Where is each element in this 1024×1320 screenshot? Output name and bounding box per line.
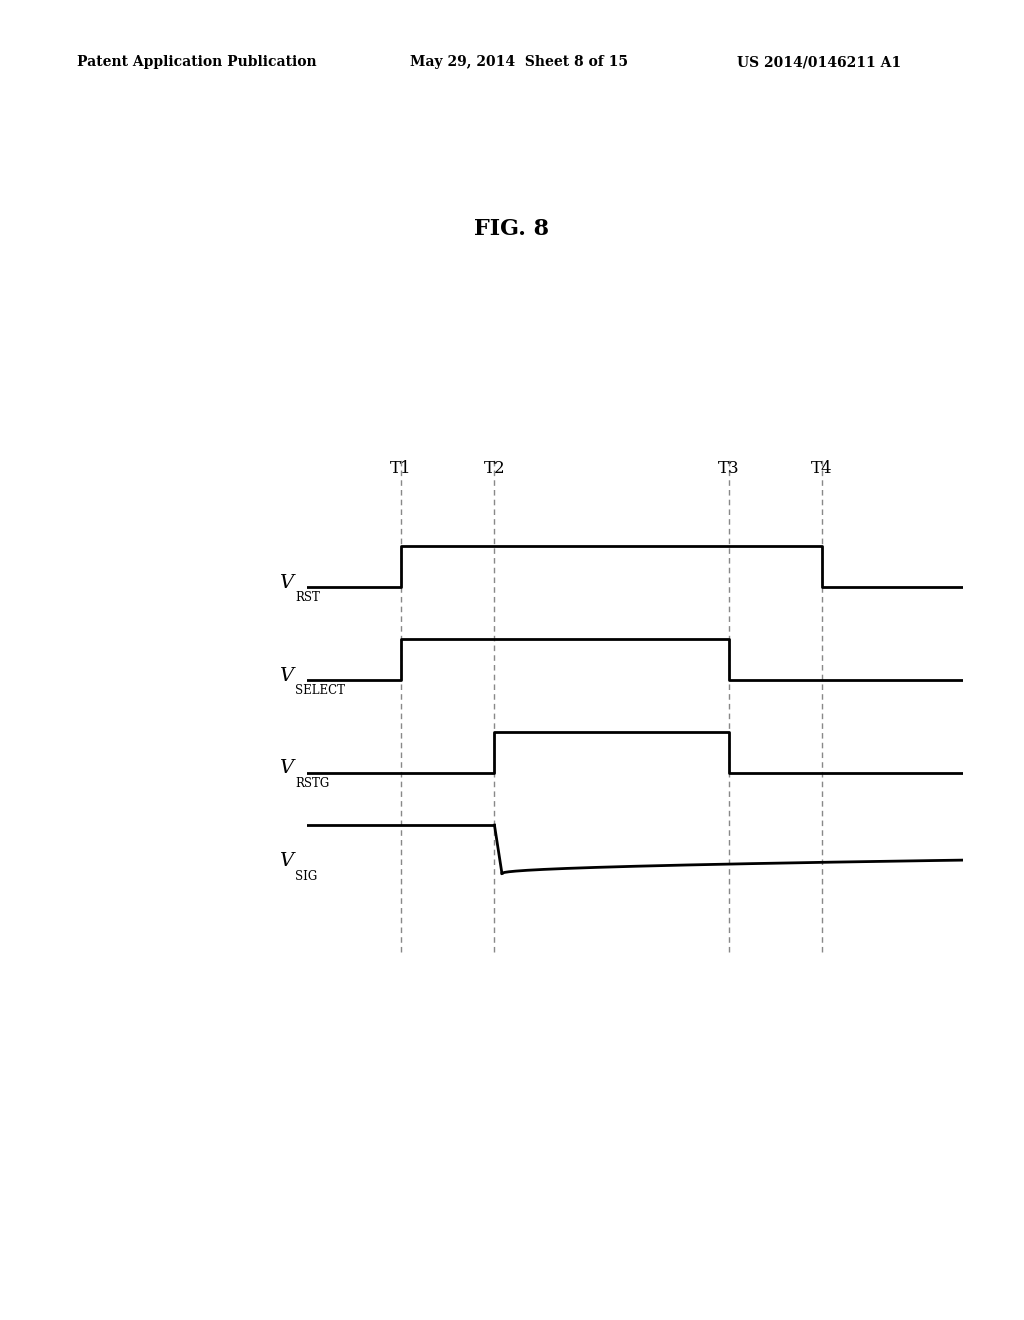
Text: RST: RST bbox=[295, 591, 319, 605]
Text: US 2014/0146211 A1: US 2014/0146211 A1 bbox=[737, 55, 901, 70]
Text: RSTG: RSTG bbox=[295, 776, 330, 789]
Text: V: V bbox=[279, 853, 293, 870]
Text: May 29, 2014  Sheet 8 of 15: May 29, 2014 Sheet 8 of 15 bbox=[410, 55, 628, 70]
Text: V: V bbox=[279, 759, 293, 777]
Text: SELECT: SELECT bbox=[295, 684, 345, 697]
Text: V: V bbox=[279, 574, 293, 591]
Text: V: V bbox=[279, 667, 293, 685]
Text: T2: T2 bbox=[483, 461, 505, 477]
Text: SIG: SIG bbox=[295, 870, 317, 883]
Text: T4: T4 bbox=[811, 461, 833, 477]
Text: FIG. 8: FIG. 8 bbox=[474, 218, 550, 240]
Text: T1: T1 bbox=[390, 461, 412, 477]
Text: Patent Application Publication: Patent Application Publication bbox=[77, 55, 316, 70]
Text: T3: T3 bbox=[718, 461, 739, 477]
